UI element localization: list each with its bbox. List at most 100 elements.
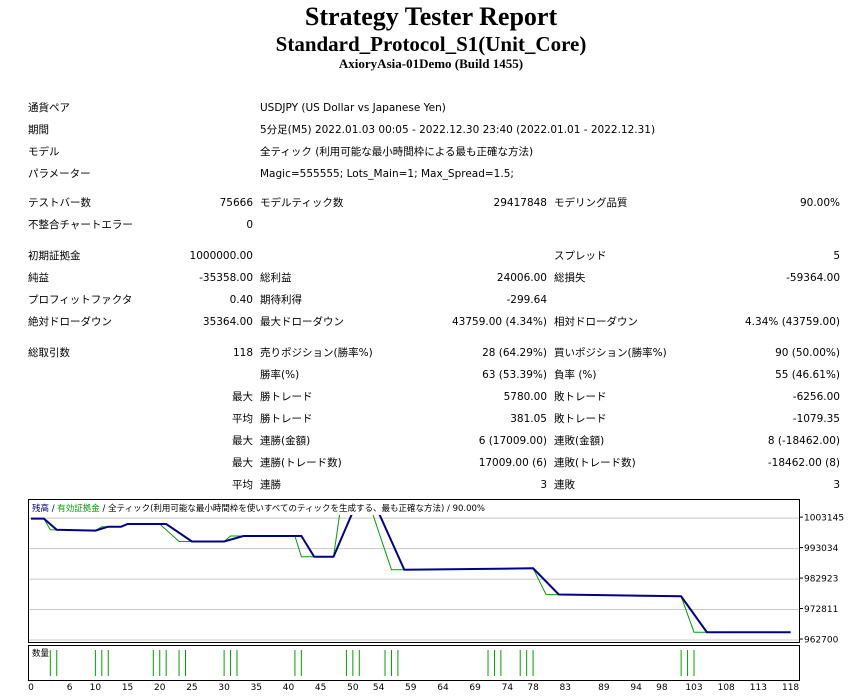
short-positions-value: 28 (64.29%) bbox=[482, 347, 547, 359]
mismatch-value: 0 bbox=[246, 219, 253, 231]
expert-name: Standard_Protocol_S1(Unit_Core) bbox=[275, 32, 587, 56]
period-label: 期間 bbox=[28, 124, 49, 136]
balance-line bbox=[31, 510, 791, 634]
profit-factor-label: プロフィットファクタ bbox=[28, 294, 133, 306]
deposit-label: 初期証拠金 bbox=[28, 250, 81, 262]
x-tick-label: 59 bbox=[405, 683, 417, 693]
x-tick-label: 69 bbox=[469, 683, 481, 693]
y-tick-label: 962700 bbox=[804, 636, 839, 646]
total-trades-value: 118 bbox=[232, 347, 253, 359]
server-build: AxioryAsia-01Demo (Build 1455) bbox=[338, 56, 524, 71]
legend-model: 全ティック(利用可能な最小時間枠を使いすべてのティックを生成する、最も正確な方法… bbox=[108, 504, 445, 514]
max-drawdown-value: 43759.00 (4.34%) bbox=[452, 316, 547, 328]
win-rate-value: 63 (53.39%) bbox=[482, 369, 547, 381]
legend-equity: 有効証拠金 bbox=[57, 504, 100, 514]
gross-profit-label: 総利益 bbox=[260, 272, 292, 284]
largest-win-label: 勝トレード bbox=[260, 391, 313, 403]
model-label: モデル bbox=[28, 146, 60, 158]
max-consec-wins-label: 連勝(金額) bbox=[260, 435, 311, 447]
y-axis: 1003145 993034 982923 972811 962700 bbox=[800, 514, 844, 646]
x-tick-label: 45 bbox=[315, 683, 326, 693]
x-tick-label: 6 bbox=[67, 683, 73, 693]
win-rate-label: 勝率(%) bbox=[260, 369, 300, 381]
x-tick-label: 74 bbox=[502, 683, 514, 693]
max-prefix: 最大 bbox=[232, 391, 253, 403]
max-prefix: 最大 bbox=[232, 435, 253, 447]
volume-label: 数量 bbox=[32, 649, 50, 659]
bars-label: テストバー数 bbox=[28, 197, 91, 209]
x-tick-label: 94 bbox=[630, 683, 642, 693]
avg-prefix: 平均 bbox=[232, 413, 253, 425]
largest-win-value: 5780.00 bbox=[503, 391, 547, 403]
short-positions-label: 売りポジション(勝率%) bbox=[260, 347, 373, 359]
chart-legend: 残高 / 有効証拠金 / 全ティック(利用可能な最小時間枠を使いすべてのティック… bbox=[32, 504, 485, 515]
x-tick-label: 78 bbox=[527, 683, 539, 693]
x-tick-label: 118 bbox=[782, 683, 799, 693]
avg-win-value: 381.05 bbox=[510, 413, 547, 425]
max-consec-wins-value: 6 (17009.00) bbox=[478, 435, 547, 447]
x-tick-label: 30 bbox=[218, 683, 230, 693]
x-axis: 0 6 10 15 20 25 30 35 40 45 50 54 59 64 69 74 78 83 89 94 98… bbox=[28, 683, 799, 693]
net-profit-value: -35358.00 bbox=[199, 272, 253, 284]
avg-win-label: 勝トレード bbox=[260, 413, 313, 425]
profit-factor-value: 0.40 bbox=[229, 294, 253, 306]
symbol-label: 通貨ペア bbox=[28, 102, 70, 114]
equity-line bbox=[31, 511, 791, 633]
avg-consec-losses-label: 連敗 bbox=[554, 479, 575, 491]
mismatch-label: 不整合チャートエラー bbox=[28, 219, 133, 231]
model-value: 全ティック (利用可能な最小時間枠による最も正確な方法) bbox=[260, 146, 534, 158]
spread-value: 5 bbox=[833, 250, 840, 262]
x-tick-label: 35 bbox=[251, 683, 262, 693]
x-tick-label: 113 bbox=[750, 683, 767, 693]
gross-profit-value: 24006.00 bbox=[496, 272, 547, 284]
ticks-label: モデルティック数 bbox=[260, 197, 344, 209]
x-tick-label: 83 bbox=[560, 683, 571, 693]
x-tick-label: 10 bbox=[90, 683, 102, 693]
x-tick-label: 98 bbox=[656, 683, 668, 693]
max-consec-losses-value: 8 (-18462.00) bbox=[767, 435, 840, 447]
legend-separator: / bbox=[99, 504, 109, 514]
max-drawdown-label: 最大ドローダウン bbox=[260, 316, 344, 328]
params-label: パラメーター bbox=[28, 168, 91, 180]
loss-rate-value: 55 (46.61%) bbox=[775, 369, 840, 381]
report-title: Strategy Tester Report bbox=[304, 2, 558, 31]
loss-rate-label: 負率 (%) bbox=[554, 369, 597, 381]
expected-payoff-value: -299.64 bbox=[506, 294, 547, 306]
y-tick-label: 1003145 bbox=[804, 514, 844, 524]
x-tick-label: 15 bbox=[122, 683, 133, 693]
abs-drawdown-label: 絶対ドローダウン bbox=[28, 316, 112, 328]
x-tick-label: 89 bbox=[598, 683, 610, 693]
largest-loss-label: 敗トレード bbox=[554, 391, 607, 403]
x-tick-label: 20 bbox=[154, 683, 166, 693]
avg-loss-value: -1079.35 bbox=[792, 413, 840, 425]
rel-drawdown-label: 相対ドローダウン bbox=[554, 316, 638, 328]
rel-drawdown-value: 4.34% (43759.00) bbox=[745, 316, 840, 328]
y-tick-label: 993034 bbox=[804, 544, 839, 554]
x-tick-label: 40 bbox=[283, 683, 295, 693]
balance-chart-plot bbox=[29, 510, 799, 641]
avg-consec-wins-value: 3 bbox=[540, 479, 547, 491]
spread-label: スプレッド bbox=[554, 250, 607, 262]
quality-label: モデリング品質 bbox=[554, 197, 628, 209]
x-tick-label: 25 bbox=[186, 683, 197, 693]
avg-loss-label: 敗トレード bbox=[554, 413, 607, 425]
gross-loss-value: -59364.00 bbox=[786, 272, 840, 284]
period-value: 5分足(M5) 2022.01.03 00:05 - 2022.12.30 23… bbox=[260, 124, 656, 136]
bars-value: 75666 bbox=[219, 197, 253, 209]
volume-chart bbox=[28, 645, 800, 681]
max-consec-losses-label: 連敗(金額) bbox=[554, 435, 605, 447]
y-tick-label: 972811 bbox=[804, 605, 838, 615]
max-consec-loss-value: -18462.00 (8) bbox=[767, 457, 840, 469]
max-consec-profit-value: 17009.00 (6) bbox=[478, 457, 547, 469]
x-tick-label: 50 bbox=[347, 683, 359, 693]
long-positions-value: 90 (50.00%) bbox=[775, 347, 840, 359]
ticks-value: 29417848 bbox=[493, 197, 547, 209]
largest-loss-value: -6256.00 bbox=[792, 391, 840, 403]
expected-payoff-label: 期待利得 bbox=[260, 294, 302, 306]
net-profit-label: 純益 bbox=[28, 272, 49, 284]
deposit-value: 1000000.00 bbox=[189, 250, 253, 262]
long-positions-label: 買いポジション(勝率%) bbox=[554, 347, 667, 359]
legend-quality: 90.00% bbox=[452, 504, 485, 514]
total-trades-label: 総取引数 bbox=[28, 347, 70, 359]
avg-consec-losses-value: 3 bbox=[833, 479, 840, 491]
